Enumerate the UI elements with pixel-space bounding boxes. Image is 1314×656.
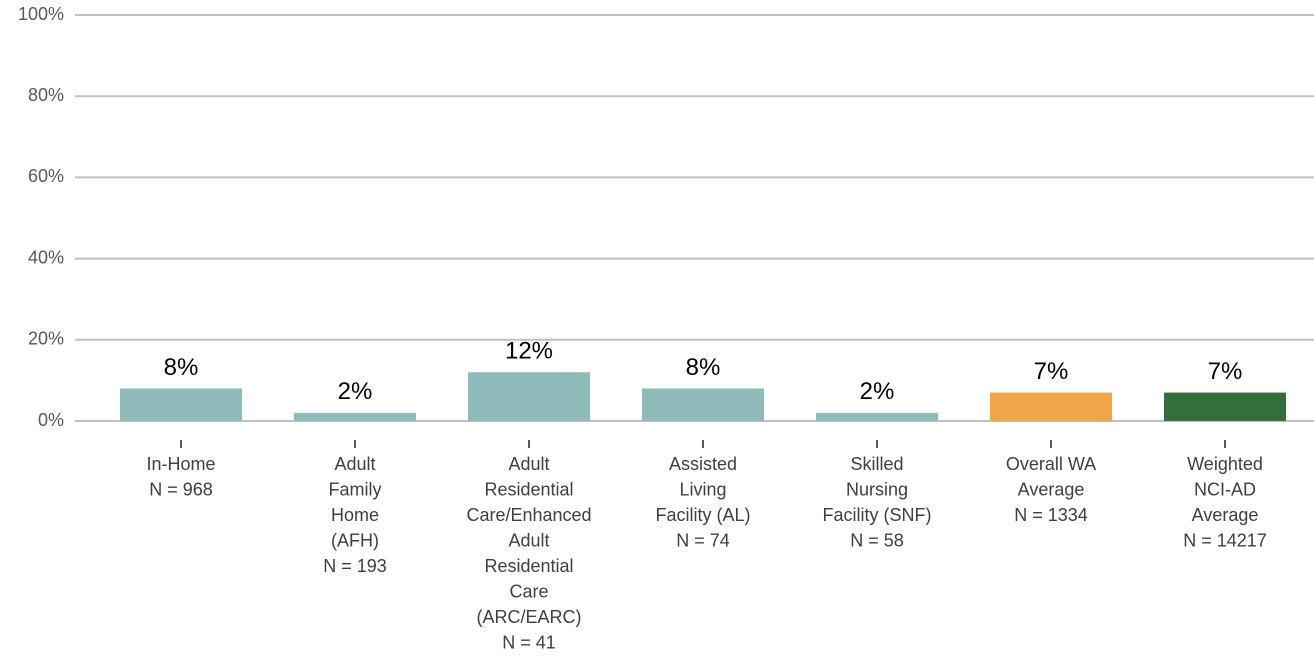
value-label: 7% xyxy=(1208,358,1243,385)
x-tick-label: In-Home N = 968 xyxy=(146,454,215,500)
x-tick-label-line: Facility (AL) xyxy=(655,505,750,525)
x-tick-label-line: N = 1334 xyxy=(1014,505,1088,525)
x-tick-label-line: N = 58 xyxy=(850,530,904,550)
y-tick-label: 80% xyxy=(28,85,64,105)
x-tick-label-line: Average xyxy=(1018,479,1085,499)
x-tick-label-line: N = 41 xyxy=(502,632,556,652)
x-tick-label-line: (AFH) xyxy=(331,530,379,550)
x-tick-label-line: Home xyxy=(331,505,379,525)
x-tick-label-line: Family xyxy=(329,479,382,499)
x-tick-label-line: Living xyxy=(679,479,726,499)
value-label: 2% xyxy=(860,378,895,405)
x-tick-label-line: N = 193 xyxy=(323,556,387,576)
x-tick-label: Weighted NCI-AD Average N = 14217 xyxy=(1183,454,1267,551)
x-tick-label-line: Overall WA xyxy=(1006,454,1096,474)
x-tick-label-line: Average xyxy=(1192,505,1259,525)
x-tick-label-line: Residential xyxy=(484,556,573,576)
x-tick-label-line: Facility (SNF) xyxy=(823,505,932,525)
x-tick-label-line: Weighted xyxy=(1187,454,1263,474)
x-tick-label-line: Nursing xyxy=(846,479,908,499)
bar xyxy=(294,412,416,421)
x-tick-label: Adult Family Home (AFH) N = 193 xyxy=(323,454,387,576)
y-tick-label: 60% xyxy=(28,166,64,186)
bar xyxy=(120,388,242,421)
x-tick-label-line: Assisted xyxy=(669,454,737,474)
bar xyxy=(990,392,1112,421)
value-label: 8% xyxy=(164,354,199,381)
bar xyxy=(468,372,590,421)
x-tick-label-line: NCI-AD xyxy=(1194,479,1256,499)
bar xyxy=(1164,392,1286,421)
x-tick-label-line: (ARC/EARC) xyxy=(476,607,581,627)
value-label: 7% xyxy=(1034,358,1069,385)
value-label: 2% xyxy=(338,378,373,405)
bar xyxy=(816,412,938,421)
x-tick-label-line: Adult xyxy=(508,530,549,550)
x-tick-label: Overall WA Average N = 1334 xyxy=(1006,454,1096,525)
x-tick-label-line: Residential xyxy=(484,479,573,499)
x-tick-label: Adult Residential Care/Enhanced Adult Reside… xyxy=(466,454,591,653)
x-tick-label-line: Skilled xyxy=(850,454,903,474)
bar xyxy=(642,388,764,421)
y-tick-label: 100% xyxy=(18,4,64,24)
x-tick-label: Skilled Nursing Facility (SNF) N = 58 xyxy=(823,454,932,551)
x-tick-label-line: N = 14217 xyxy=(1183,530,1267,550)
x-tick-label-line: Care/Enhanced xyxy=(466,505,591,525)
x-tick-label: Assisted Living Facility (AL) N = 74 xyxy=(655,454,750,551)
x-tick-label-line: N = 74 xyxy=(676,530,730,550)
y-tick-label: 0% xyxy=(38,410,64,430)
y-tick-label: 40% xyxy=(28,247,64,267)
value-label: 12% xyxy=(505,338,553,365)
y-tick-label: 20% xyxy=(28,329,64,349)
x-tick-label-line: Adult xyxy=(508,454,549,474)
x-tick-label-line: In-Home xyxy=(146,454,215,474)
x-tick-label-line: Adult xyxy=(334,454,375,474)
x-tick-label-line: Care xyxy=(509,581,548,601)
value-label: 8% xyxy=(686,354,721,381)
x-tick-label-line: N = 968 xyxy=(149,479,213,499)
